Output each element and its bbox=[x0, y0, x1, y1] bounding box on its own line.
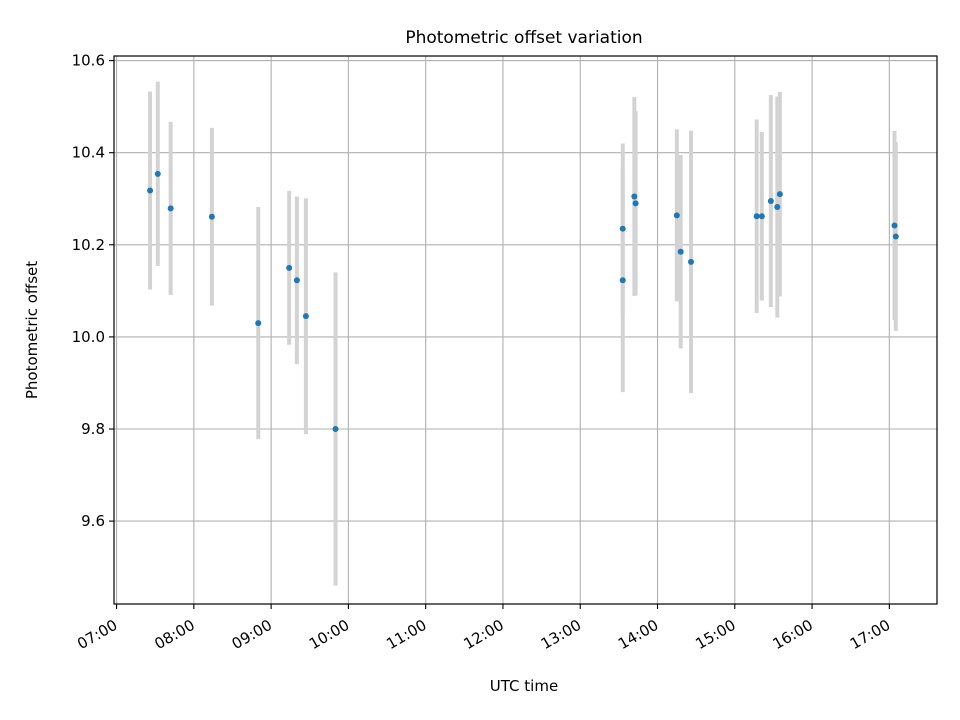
x-tick-label: 16:00 bbox=[770, 616, 816, 653]
y-axis-label: Photometric offset bbox=[23, 261, 41, 399]
data-point bbox=[286, 264, 293, 271]
x-tick-label: 10:00 bbox=[306, 616, 352, 653]
data-point bbox=[293, 277, 300, 284]
data-point bbox=[208, 213, 215, 220]
data-point bbox=[688, 258, 695, 265]
data-point bbox=[167, 205, 174, 212]
grid bbox=[114, 56, 937, 604]
plot-frame bbox=[113, 55, 938, 605]
data-point bbox=[776, 191, 783, 198]
x-tick-label: 17:00 bbox=[847, 616, 893, 653]
x-tick-label: 09:00 bbox=[229, 616, 275, 653]
x-tick-label: 15:00 bbox=[692, 616, 738, 653]
data-point bbox=[774, 204, 781, 211]
y-tick-label: 10.6 bbox=[72, 52, 105, 70]
x-tick-label: 07:00 bbox=[74, 616, 120, 653]
data-point bbox=[147, 187, 154, 194]
y-tick-label: 9.6 bbox=[81, 512, 105, 530]
data-point bbox=[767, 198, 774, 205]
data-point bbox=[673, 212, 680, 219]
y-tick-label: 10.2 bbox=[72, 236, 105, 254]
data-point bbox=[758, 213, 765, 220]
data-point bbox=[891, 222, 898, 229]
x-tick-label: 08:00 bbox=[151, 616, 197, 653]
x-axis-label: UTC time bbox=[490, 677, 558, 695]
x-tick-label: 14:00 bbox=[615, 616, 661, 653]
data-point bbox=[619, 277, 626, 284]
data-point bbox=[631, 193, 638, 200]
error-bars bbox=[148, 81, 898, 586]
x-tick-label: 11:00 bbox=[383, 616, 429, 653]
data-point bbox=[753, 213, 760, 220]
x-axis-ticks: 07:00 08:00 09:00 10:00 11:00 12:00 13:00 14:00… bbox=[74, 604, 893, 653]
data-point bbox=[255, 320, 262, 327]
data-point bbox=[677, 248, 684, 255]
data-point bbox=[619, 225, 626, 232]
data-point bbox=[302, 313, 309, 320]
y-tick-label: 10.4 bbox=[72, 144, 105, 162]
data-point bbox=[892, 233, 899, 240]
chart-title: Photometric offset variation bbox=[405, 28, 642, 48]
data-point bbox=[632, 200, 639, 207]
data-point bbox=[332, 426, 339, 433]
y-axis-ticks: 9.6 9.8 10.0 10.2 10.4 10.6 bbox=[72, 52, 114, 530]
data-points bbox=[147, 170, 899, 433]
y-tick-label: 9.8 bbox=[81, 420, 105, 438]
y-tick-label: 10.0 bbox=[72, 328, 105, 346]
data-point bbox=[154, 170, 161, 177]
x-tick-label: 12:00 bbox=[461, 616, 507, 653]
x-tick-label: 13:00 bbox=[538, 616, 584, 653]
